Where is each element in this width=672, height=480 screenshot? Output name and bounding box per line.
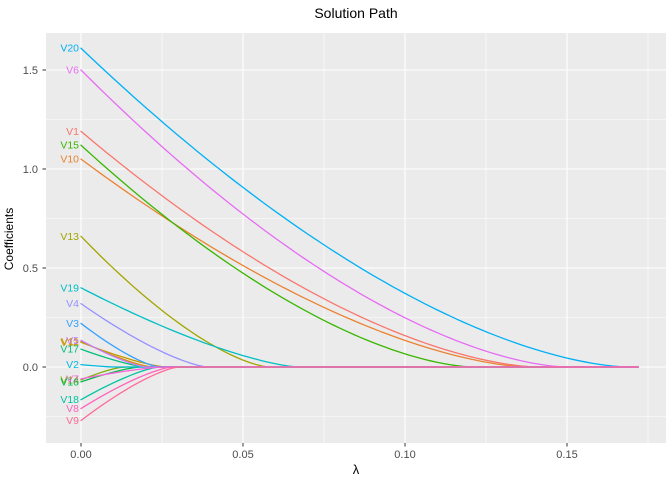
y-tick-label: 0.0 [23, 362, 38, 374]
series-label-V15: V15 [60, 140, 79, 152]
series-lines [80, 47, 639, 422]
series-label-V6: V6 [66, 65, 79, 77]
series-label-V19: V19 [60, 282, 79, 294]
y-tick-label: 1.0 [23, 164, 38, 176]
series-label-V16: V16 [60, 376, 79, 388]
series-label-V10: V10 [60, 154, 79, 166]
x-tick-label: 0.10 [394, 449, 415, 461]
series-label-V13: V13 [60, 231, 79, 243]
panel-background [46, 33, 666, 443]
series-label-V4: V4 [66, 298, 79, 310]
series-label-V12: V12 [60, 337, 79, 349]
plot-title: Solution Path [314, 5, 398, 21]
y-tick-label: 0.5 [23, 263, 38, 275]
series-label-V20: V20 [60, 43, 79, 55]
series-label-V8: V8 [66, 403, 79, 415]
series-label-V7: V7 [66, 373, 79, 385]
series-label-V11: V11 [61, 336, 79, 348]
x-tick-label: 0.15 [556, 449, 577, 461]
y-tick-label: 1.5 [23, 65, 38, 77]
series-label-V17: V17 [60, 344, 79, 356]
series-label-V9: V9 [66, 415, 79, 427]
series-label-V1: V1 [66, 126, 79, 138]
series-label-V3: V3 [66, 318, 79, 330]
series-label-V2: V2 [66, 359, 79, 371]
series-label-V18: V18 [60, 394, 79, 406]
axis-ticks [42, 69, 568, 447]
gridlines [46, 33, 666, 443]
series-line-V20 [80, 47, 639, 368]
x-axis-title: λ [352, 462, 360, 477]
axis-tick-labels: 0.00 0.05 0.10 0.15 0.0 0.5 1.0 1.5 [23, 65, 578, 461]
series-line-V6 [80, 69, 639, 368]
x-tick-label: 0.05 [232, 449, 253, 461]
series-label-V5: V5 [66, 335, 79, 347]
x-tick-label: 0.00 [70, 449, 91, 461]
series-label-V14: V14 [60, 374, 79, 386]
series-line-V9 [80, 366, 639, 422]
